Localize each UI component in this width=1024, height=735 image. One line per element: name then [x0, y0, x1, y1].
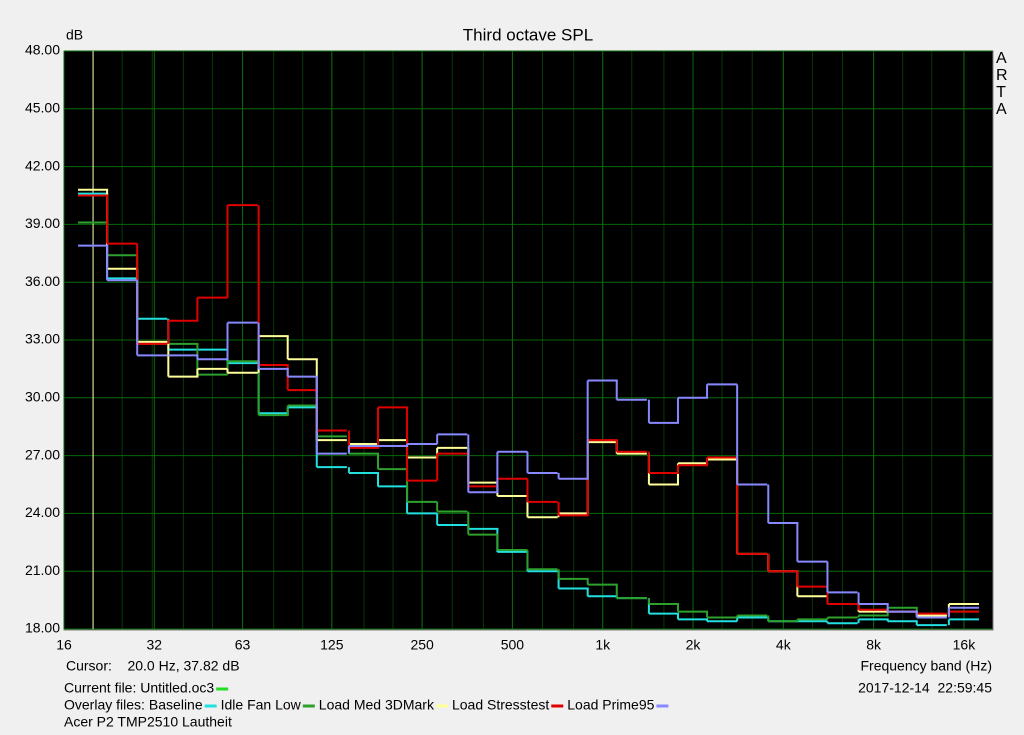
y-tick-label: 30.00 [25, 389, 60, 405]
y-tick-label: 36.00 [25, 273, 60, 289]
legend-label: Load Med 3DMark [319, 697, 435, 713]
y-tick-label: 33.00 [25, 331, 60, 347]
legend-label: Baseline [149, 697, 203, 713]
x-tick-label: 250 [410, 637, 434, 653]
x-tick-label: 63 [235, 637, 251, 653]
x-tick-label: 500 [501, 637, 525, 653]
x-tick-label: 16 [56, 637, 72, 653]
legend-label: Load Prime95 [567, 697, 654, 713]
y-tick-label: 21.00 [25, 562, 60, 578]
y-tick-label: 24.00 [25, 504, 60, 520]
x-tick-label: 4k [776, 637, 792, 653]
x-tick-label: 125 [320, 637, 344, 653]
y-tick-label: 48.00 [25, 42, 60, 58]
y-tick-label: 45.00 [25, 100, 60, 116]
current-file: Current file: Untitled.oc3 [64, 680, 214, 696]
y-tick-label: 42.00 [25, 157, 60, 173]
x-tick-label: 16k [953, 637, 977, 653]
y-tick-label: 18.00 [25, 620, 60, 636]
legend-label: Idle Fan Low [221, 697, 302, 713]
y-axis-label: dB [66, 27, 83, 43]
x-axis-label: Frequency band (Hz) [860, 658, 992, 674]
x-tick-label: 2k [686, 637, 702, 653]
y-tick-label: 27.00 [25, 446, 60, 462]
legend-label: Load Stresstest [452, 697, 549, 713]
legend-title: Overlay files: [64, 697, 145, 713]
x-tick-label: 1k [595, 637, 611, 653]
x-tick-label: 8k [866, 637, 882, 653]
note: Acer P2 TMP2510 Lautheit [64, 714, 232, 730]
side-label: ARTA [996, 50, 1008, 118]
chart-title: Third octave SPL [463, 25, 593, 44]
cursor-readout: Cursor: 20.0 Hz, 37.82 dB [66, 658, 240, 674]
x-tick-label: 32 [147, 637, 163, 653]
y-tick-label: 39.00 [25, 215, 60, 231]
timestamp: 2017-12-14 22:59:45 [858, 680, 992, 696]
